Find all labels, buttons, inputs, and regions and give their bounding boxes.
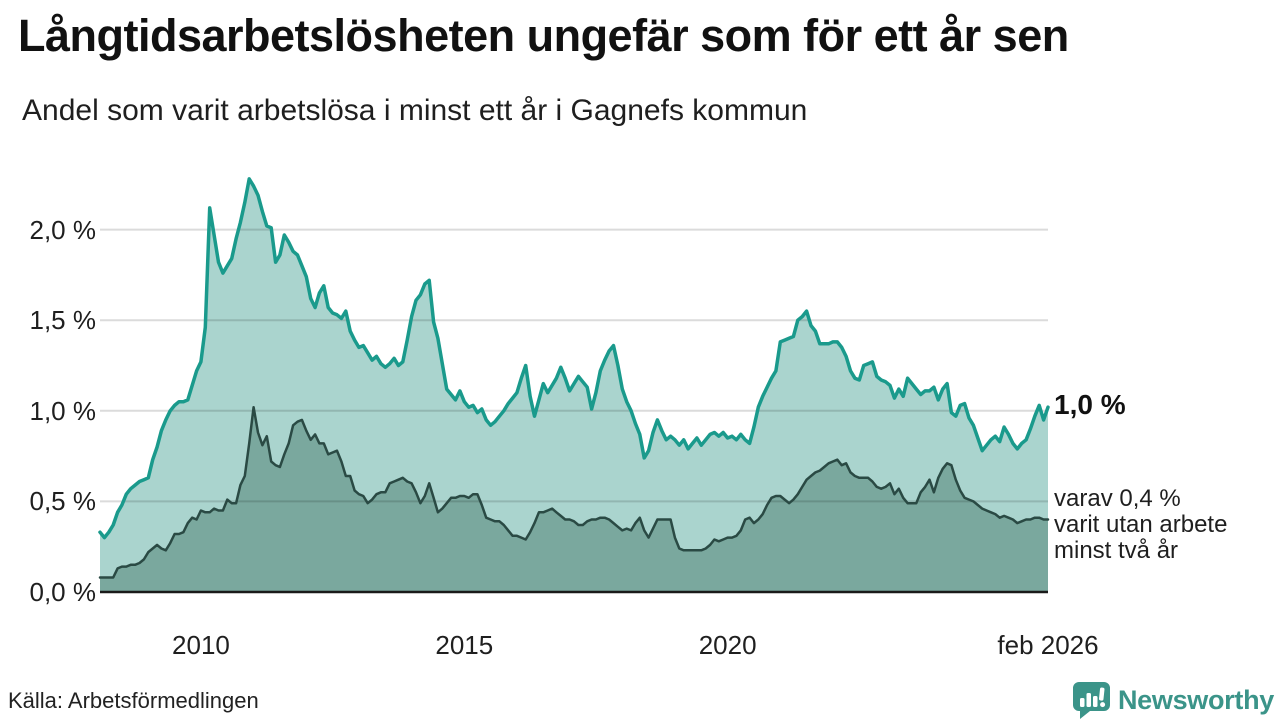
y-tick-label: 2,0 % [29,214,97,245]
end-value-label-secondary-line2: varit utan arbete [1054,511,1228,538]
y-tick-label: 0,0 % [29,577,97,607]
end-value-label-secondary-line3: minst två år [1054,537,1179,564]
source-credit: Källa: Arbetsförmedlingen [8,688,259,713]
line-layer [98,177,1050,579]
x-tick-label: 2020 [698,630,757,660]
x-tick-label: 2010 [172,630,230,660]
bar-chart-bar-1 [1079,698,1085,707]
end-value-label-secondary-line1: varav 0,4 % [1054,485,1181,512]
line-primary [98,177,1050,540]
newsworthy-logo-icon [1071,681,1111,719]
page-title: Långtidsarbetslösheten ungefär som för e… [18,10,1069,61]
y-tick-label: 0,5 % [29,486,97,517]
x-tick-label: feb 2026 [997,630,1099,660]
x-tick-label: 2015 [435,630,494,660]
gridline-layer [100,228,1048,503]
exclamation-bar [1098,687,1105,701]
exclamation-dot [1100,702,1106,708]
page-subtitle: Andel som varit arbetslösa i minst ett å… [22,94,808,127]
bar-chart-bar-3 [1092,696,1098,707]
y-tick-label: 1,5 % [29,305,97,336]
bar-chart-bar-2 [1086,693,1091,707]
end-value-label-primary: 1,0 % [1054,389,1126,420]
end-value-label-secondary: varav 0,4 % varit utan arbete minst två … [1054,486,1227,564]
speech-bubble-shape [1072,682,1110,719]
newsworthy-logo-text: Newsworthy [1117,684,1274,715]
newsworthy-logo-link[interactable]: Newsworthy [1071,681,1274,719]
line-secondary [98,405,1050,579]
y-tick-label: 1,0 % [29,395,97,426]
